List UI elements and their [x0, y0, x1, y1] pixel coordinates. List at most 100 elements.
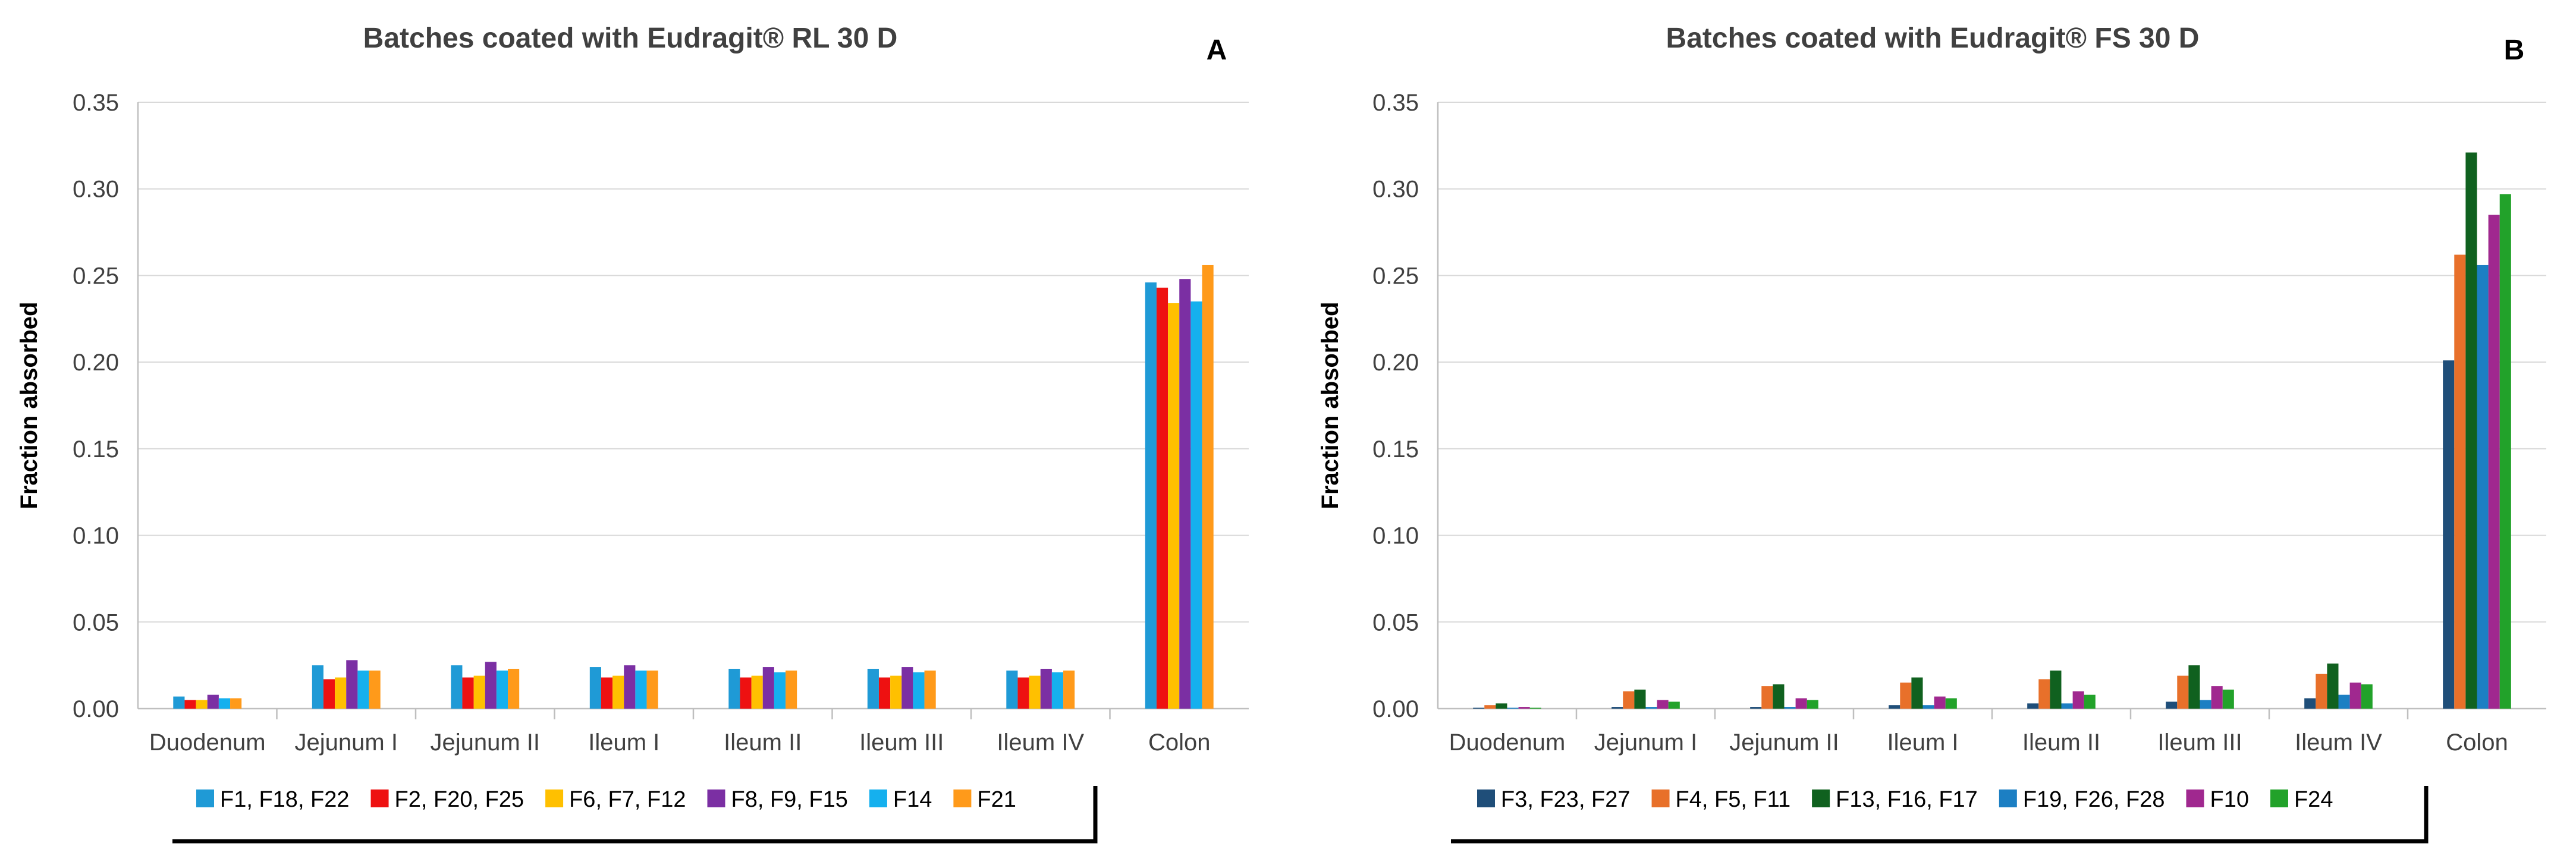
bar — [1006, 670, 1018, 709]
legend-label: F14 — [893, 787, 932, 812]
legend-label: F24 — [2294, 787, 2333, 812]
y-tick-label: 0.30 — [73, 177, 119, 203]
x-category-label: Ileum I — [588, 729, 659, 756]
legend-label: F4, F5, F11 — [1676, 787, 1791, 812]
bar — [369, 670, 381, 709]
bar — [2177, 675, 2189, 709]
bar — [230, 698, 242, 709]
bar — [762, 667, 774, 709]
bar — [901, 667, 913, 709]
bar — [924, 670, 936, 709]
bar — [2038, 679, 2050, 709]
bar — [2304, 698, 2316, 709]
bar — [2499, 194, 2511, 709]
bar — [496, 670, 508, 709]
x-category-label: Ileum I — [1887, 729, 1958, 756]
bar — [1145, 282, 1157, 709]
x-category-label: Ileum II — [724, 729, 802, 756]
legend-label: F2, F20, F25 — [395, 787, 524, 812]
y-tick-label: 0.05 — [73, 609, 119, 636]
x-category-label: Colon — [2446, 729, 2508, 756]
bar — [1750, 707, 1762, 709]
bar — [2166, 702, 2178, 709]
y-tick-label: 0.25 — [1372, 263, 1419, 289]
bar — [173, 696, 185, 709]
x-category-label: Ileum II — [2022, 729, 2100, 756]
legend-swatch — [370, 789, 389, 807]
legend-swatch — [707, 789, 725, 807]
bar — [1784, 707, 1796, 709]
bar — [196, 700, 208, 709]
bar — [451, 665, 463, 709]
bar — [601, 677, 613, 709]
bar — [786, 670, 797, 709]
legend-swatch — [1477, 789, 1495, 807]
bar — [1507, 707, 1519, 709]
bar — [1051, 672, 1064, 709]
bar — [890, 675, 902, 709]
bar — [1945, 698, 1957, 709]
bar — [473, 675, 485, 709]
y-tick-label: 0.00 — [1372, 696, 1419, 722]
x-category-label: Colon — [1148, 729, 1211, 756]
y-tick-label: 0.25 — [73, 263, 119, 289]
bar — [2477, 265, 2489, 709]
legend-swatch — [545, 789, 564, 807]
bar — [1657, 700, 1669, 709]
legend-label: F13, F16, F17 — [1836, 787, 1978, 812]
chart-title: Batches coated with Eudragit® FS 30 D — [1666, 23, 2200, 54]
y-tick-label: 0.20 — [1372, 350, 1419, 376]
bar — [2200, 700, 2211, 709]
legend-swatch — [1999, 789, 2017, 807]
bar — [867, 668, 879, 709]
bar — [508, 668, 520, 709]
legend-box-border — [172, 786, 1098, 844]
bar — [1807, 700, 1818, 709]
panel-a-chart: Batches coated with Eudragit® RL 30 D A 0.… — [16, 23, 1249, 844]
bar — [646, 670, 658, 709]
bar — [1484, 705, 1496, 709]
bar — [751, 675, 763, 709]
panel-label: B — [2504, 34, 2525, 66]
bar — [2465, 152, 2477, 709]
legend-swatch — [1651, 789, 1670, 807]
bar — [1911, 677, 1923, 709]
bar — [612, 675, 624, 709]
bar — [624, 665, 636, 709]
x-category-label: Ileum III — [859, 729, 944, 756]
bar — [2188, 665, 2200, 709]
bar — [2454, 254, 2466, 709]
x-category-label: Jejunum I — [295, 729, 398, 756]
bar — [2327, 663, 2339, 709]
bar — [1202, 265, 1214, 709]
bar — [1773, 684, 1785, 709]
legend-label: F6, F7, F12 — [569, 787, 686, 812]
bar — [635, 670, 647, 709]
bar — [1529, 707, 1541, 709]
bar — [2222, 689, 2234, 709]
bar — [1922, 705, 1934, 709]
bar — [1190, 301, 1202, 709]
legend-swatch — [2186, 789, 2204, 807]
y-tick-label: 0.05 — [1372, 609, 1419, 636]
x-category-label: Duodenum — [1449, 729, 1566, 756]
bar — [728, 668, 740, 709]
bar — [2084, 694, 2096, 709]
bar — [2027, 703, 2039, 709]
bar — [485, 662, 497, 709]
bar — [2488, 215, 2500, 709]
legend-label: F21 — [977, 787, 1016, 812]
bar — [462, 677, 474, 709]
bar — [335, 677, 347, 709]
legend-label: F10 — [2210, 787, 2248, 812]
bar — [207, 694, 219, 709]
bar — [2349, 682, 2361, 709]
bar — [2211, 686, 2223, 709]
legend-label: F8, F9, F15 — [731, 787, 848, 812]
bar — [740, 677, 752, 709]
bar — [1017, 677, 1029, 709]
y-axis-label: Fraction absorbed — [16, 302, 42, 509]
bar — [1040, 668, 1052, 709]
x-category-label: Ileum III — [2157, 729, 2242, 756]
legend-box-border — [1451, 786, 2429, 844]
